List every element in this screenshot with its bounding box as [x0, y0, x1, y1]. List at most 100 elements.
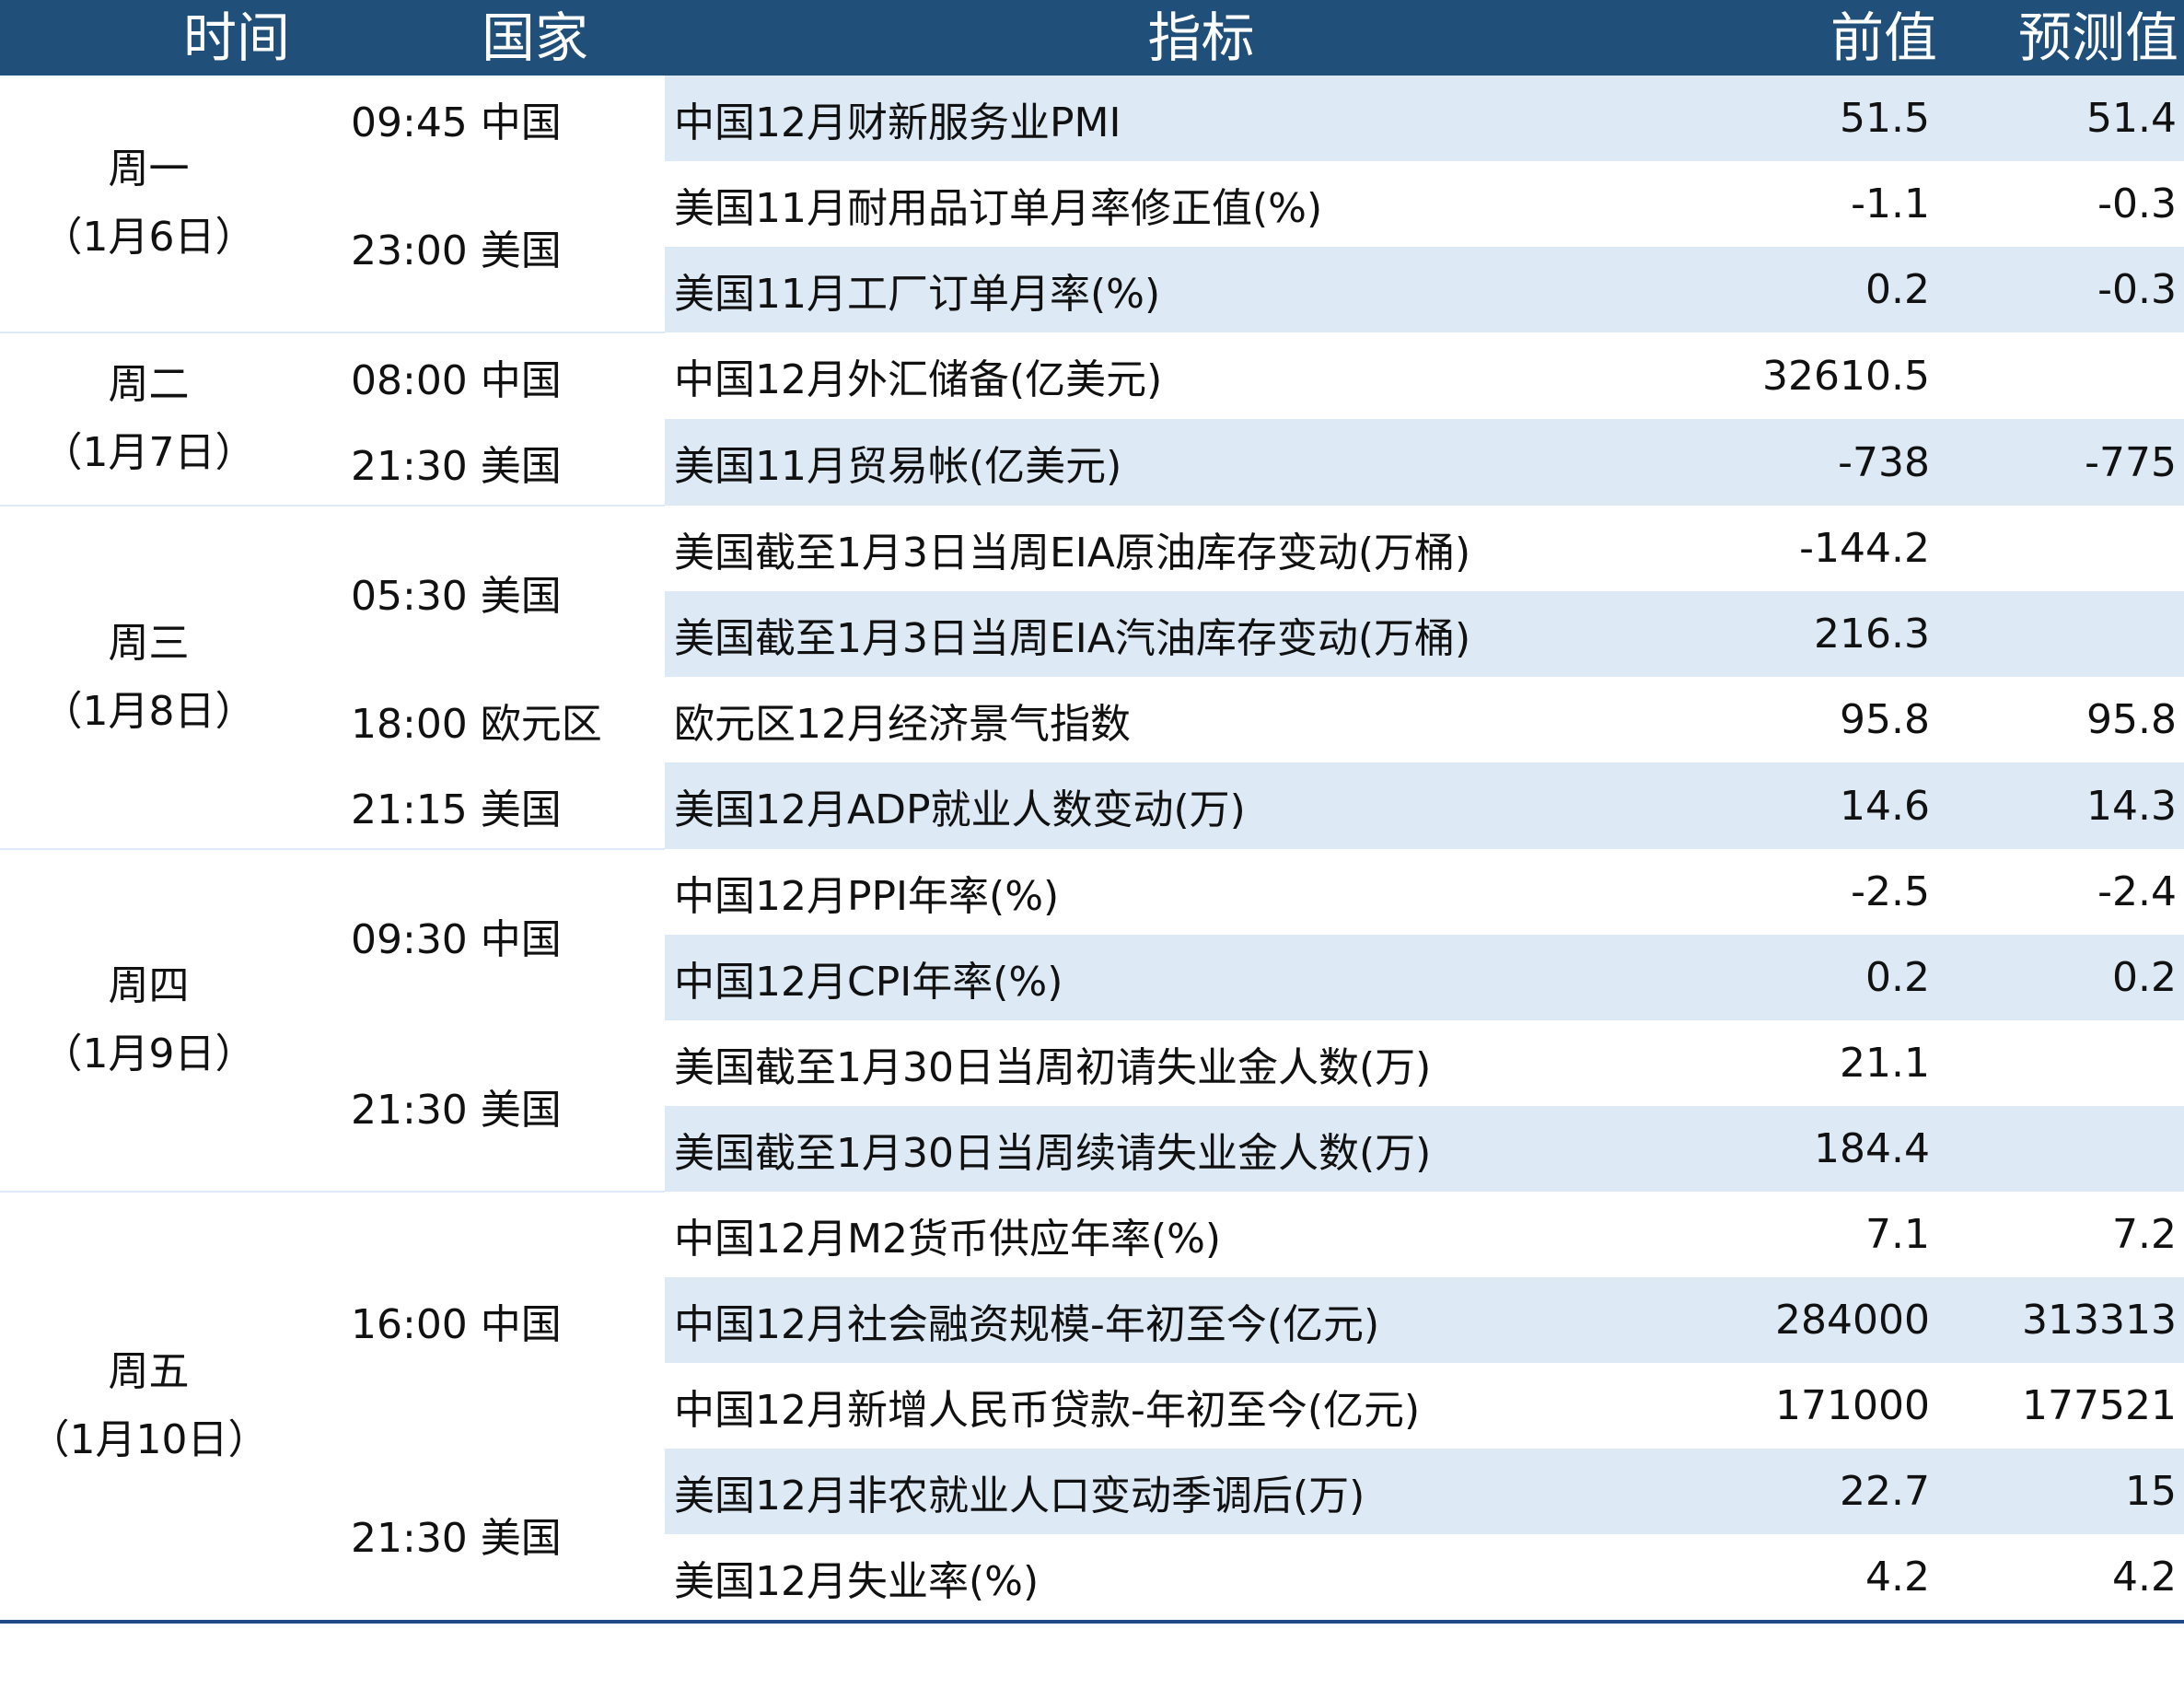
table-row: 美国12月失业率(%) 4.2 4.2: [0, 1534, 2184, 1620]
forecast-value: [1943, 591, 2184, 677]
time-country-cell: 08:00 中国: [297, 332, 665, 419]
table-row: 周五 （1月10日） 16:00 中国 中国12月M2货币供应年率(%) 7.1 7.2: [0, 1191, 2184, 1620]
table-row: 美国截至1月30日当周续请失业金人数(万) 184.4: [0, 1106, 2184, 1192]
time-country-cell: 16:00 中国: [297, 1191, 665, 1449]
table-body: 周一 （1月6日） 09:45 中国 中国12月财新服务业PMI 51.5 51.4 23:…: [0, 76, 2184, 1620]
previous-value: 0.2: [1664, 935, 1943, 1020]
table-row: 中国12月新增人民币贷款-年初至今(亿元) 171000 177521: [0, 1363, 2184, 1449]
bottom-rule: [0, 1620, 2184, 1624]
time-country-cell: 21:30 美国: [351, 1086, 562, 1134]
indicator-name: 美国11月工厂订单月率(%): [665, 247, 1664, 332]
time-country-cell: 18:00 欧元区: [351, 700, 602, 748]
date-label: （1月6日）: [41, 214, 256, 261]
header-indicator: 指标: [665, 0, 1664, 76]
economic-calendar-table: 时间 国家 指标 前值 预测值 周一 （1月6日） 09:45 中国 中国12月财新服…: [0, 0, 2184, 1620]
day-cell: 周五 （1月10日）: [0, 1191, 297, 1620]
table-row: 21:15 美国 美国12月ADP就业人数变动(万) 14.6 14.3: [0, 763, 2184, 849]
indicator-name: 中国12月PPI年率(%): [674, 872, 1060, 920]
indicator-name: 中国12月外汇储备(亿美元): [674, 356, 1163, 403]
previous-value: 22.7: [1664, 1449, 1943, 1534]
forecast-value: [1943, 1106, 2184, 1192]
forecast-value: -775: [1943, 419, 2184, 506]
time-country-cell: 21:30 美国: [351, 442, 562, 490]
previous-value: -1.1: [1851, 180, 1930, 227]
weekday-label: 周二: [108, 361, 190, 408]
indicator-name: 中国12月社会融资规模-年初至今(亿元): [665, 1277, 1664, 1363]
previous-value: -738: [1664, 419, 1943, 506]
forecast-value: 14.3: [1943, 763, 2184, 849]
table-row: 周三 （1月8日） 05:30 美国 美国截至1月3日当周EIA原油库存变动(万桶) -…: [0, 505, 2184, 849]
indicator-name: 美国12月非农就业人口变动季调后(万): [665, 1449, 1664, 1534]
forecast-value: 0.2: [1943, 935, 2184, 1020]
table-row: 美国截至1月3日当周EIA汽油库存变动(万桶) 216.3: [0, 591, 2184, 677]
table-row: 23:00 美国 美国11月耐用品订单月率修正值(%) -1.1 -0.3: [0, 161, 2184, 274]
previous-value: 284000: [1664, 1277, 1943, 1363]
weekday-label: 周三: [108, 619, 190, 667]
table-row: 中国12月社会融资规模-年初至今(亿元) 284000 313313: [0, 1277, 2184, 1363]
time-country-cell: 09:45 中国: [351, 99, 562, 146]
indicator-name: 美国截至1月30日当周续请失业金人数(万): [665, 1106, 1664, 1192]
time-country-cell: 21:15 美国: [351, 786, 562, 833]
previous-value: -2.5: [1851, 868, 1930, 915]
previous-value: 21.1: [1840, 1040, 1930, 1087]
forecast-value: [1943, 332, 2184, 419]
table-row: 21:30 美国 美国11月贸易帐(亿美元) -738 -775: [0, 419, 2184, 506]
forecast-value: 177521: [2022, 1382, 2177, 1429]
day-cell: 周三 （1月8日）: [0, 505, 297, 849]
previous-value: 171000: [1775, 1382, 1930, 1429]
time-country-cell: 05:30 美国: [297, 505, 665, 677]
previous-value: -144.2: [1799, 525, 1930, 572]
indicator-name: 美国11月耐用品订单月率修正值(%): [674, 184, 1323, 232]
time-country-cell: 23:00 美国: [351, 227, 562, 274]
table-row: 美国11月工厂订单月率(%) 0.2 -0.3: [0, 247, 2184, 332]
indicator-name: 美国11月贸易帐(亿美元): [665, 419, 1664, 506]
forecast-value: -0.3: [1943, 247, 2184, 332]
indicator-name: 中国12月CPI年率(%): [665, 935, 1664, 1020]
indicator-name: 中国12月新增人民币贷款-年初至今(亿元): [674, 1386, 1421, 1434]
day-cell: 周二 （1月7日）: [0, 332, 297, 506]
indicator-name: 美国12月ADP就业人数变动(万): [665, 763, 1664, 849]
time-country-cell: 09:30 中国: [297, 848, 665, 1020]
date-label: （1月8日）: [41, 687, 256, 735]
indicator-name: 美国截至1月3日当周EIA汽油库存变动(万桶): [665, 591, 1664, 677]
forecast-value: 7.2: [2112, 1211, 2177, 1258]
previous-value: 95.8: [1840, 696, 1930, 743]
date-label: （1月7日）: [41, 429, 256, 476]
table-row: 周一 （1月6日） 09:45 中国 中国12月财新服务业PMI 51.5 51.4: [0, 76, 2184, 261]
day-cell: 周一 （1月6日）: [0, 76, 297, 332]
weekday-label: 周四: [108, 962, 190, 1009]
date-label: （1月9日）: [41, 1030, 256, 1077]
indicator-name: 美国截至1月30日当周初请失业金人数(万): [674, 1043, 1432, 1091]
table-row: 中国12月CPI年率(%) 0.2 0.2: [0, 935, 2184, 1020]
previous-value: 51.5: [1664, 76, 1943, 161]
table-row: 周二 （1月7日） 08:00 中国 中国12月外汇储备(亿美元) 32610.5: [0, 332, 2184, 506]
previous-value: 0.2: [1664, 247, 1943, 332]
previous-value: 184.4: [1664, 1106, 1943, 1192]
weekday-label: 周五: [108, 1348, 190, 1395]
forecast-value: 95.8: [2086, 696, 2177, 743]
header-previous: 前值: [1664, 0, 1943, 76]
previous-value: 7.1: [1865, 1211, 1930, 1258]
forecast-value: 4.2: [2112, 1554, 2177, 1601]
date-label: （1月10日）: [29, 1416, 269, 1463]
previous-value: 4.2: [1865, 1554, 1930, 1601]
forecast-value: 15: [1943, 1449, 2184, 1534]
previous-value: 216.3: [1664, 591, 1943, 677]
header-forecast: 预测值: [1943, 0, 2184, 76]
indicator-name: 中国12月财新服务业PMI: [665, 76, 1664, 161]
forecast-value: -0.3: [2097, 180, 2177, 227]
table-row: 21:30 美国 美国截至1月30日当周初请失业金人数(万) 21.1: [0, 1020, 2184, 1134]
forecast-value: 313313: [1943, 1277, 2184, 1363]
forecast-value: 51.4: [1943, 76, 2184, 161]
forecast-value: [1943, 1020, 2184, 1106]
indicator-name: 美国截至1月3日当周EIA原油库存变动(万桶): [674, 529, 1471, 576]
indicator-name: 美国12月失业率(%): [674, 1557, 1040, 1605]
forecast-value: -2.4: [2097, 868, 2177, 915]
indicator-name: 欧元区12月经济景气指数: [674, 700, 1131, 748]
previous-value: 14.6: [1664, 763, 1943, 849]
header-row: 时间 国家 指标 前值 预测值: [0, 0, 2184, 76]
day-cell: 周四 （1月9日）: [0, 848, 297, 1192]
previous-value: 32610.5: [1762, 352, 1930, 400]
time-country-cell: 21:30 美国: [351, 1515, 562, 1562]
table-row: 21:30 美国 美国12月非农就业人口变动季调后(万) 22.7 15: [0, 1449, 2184, 1562]
